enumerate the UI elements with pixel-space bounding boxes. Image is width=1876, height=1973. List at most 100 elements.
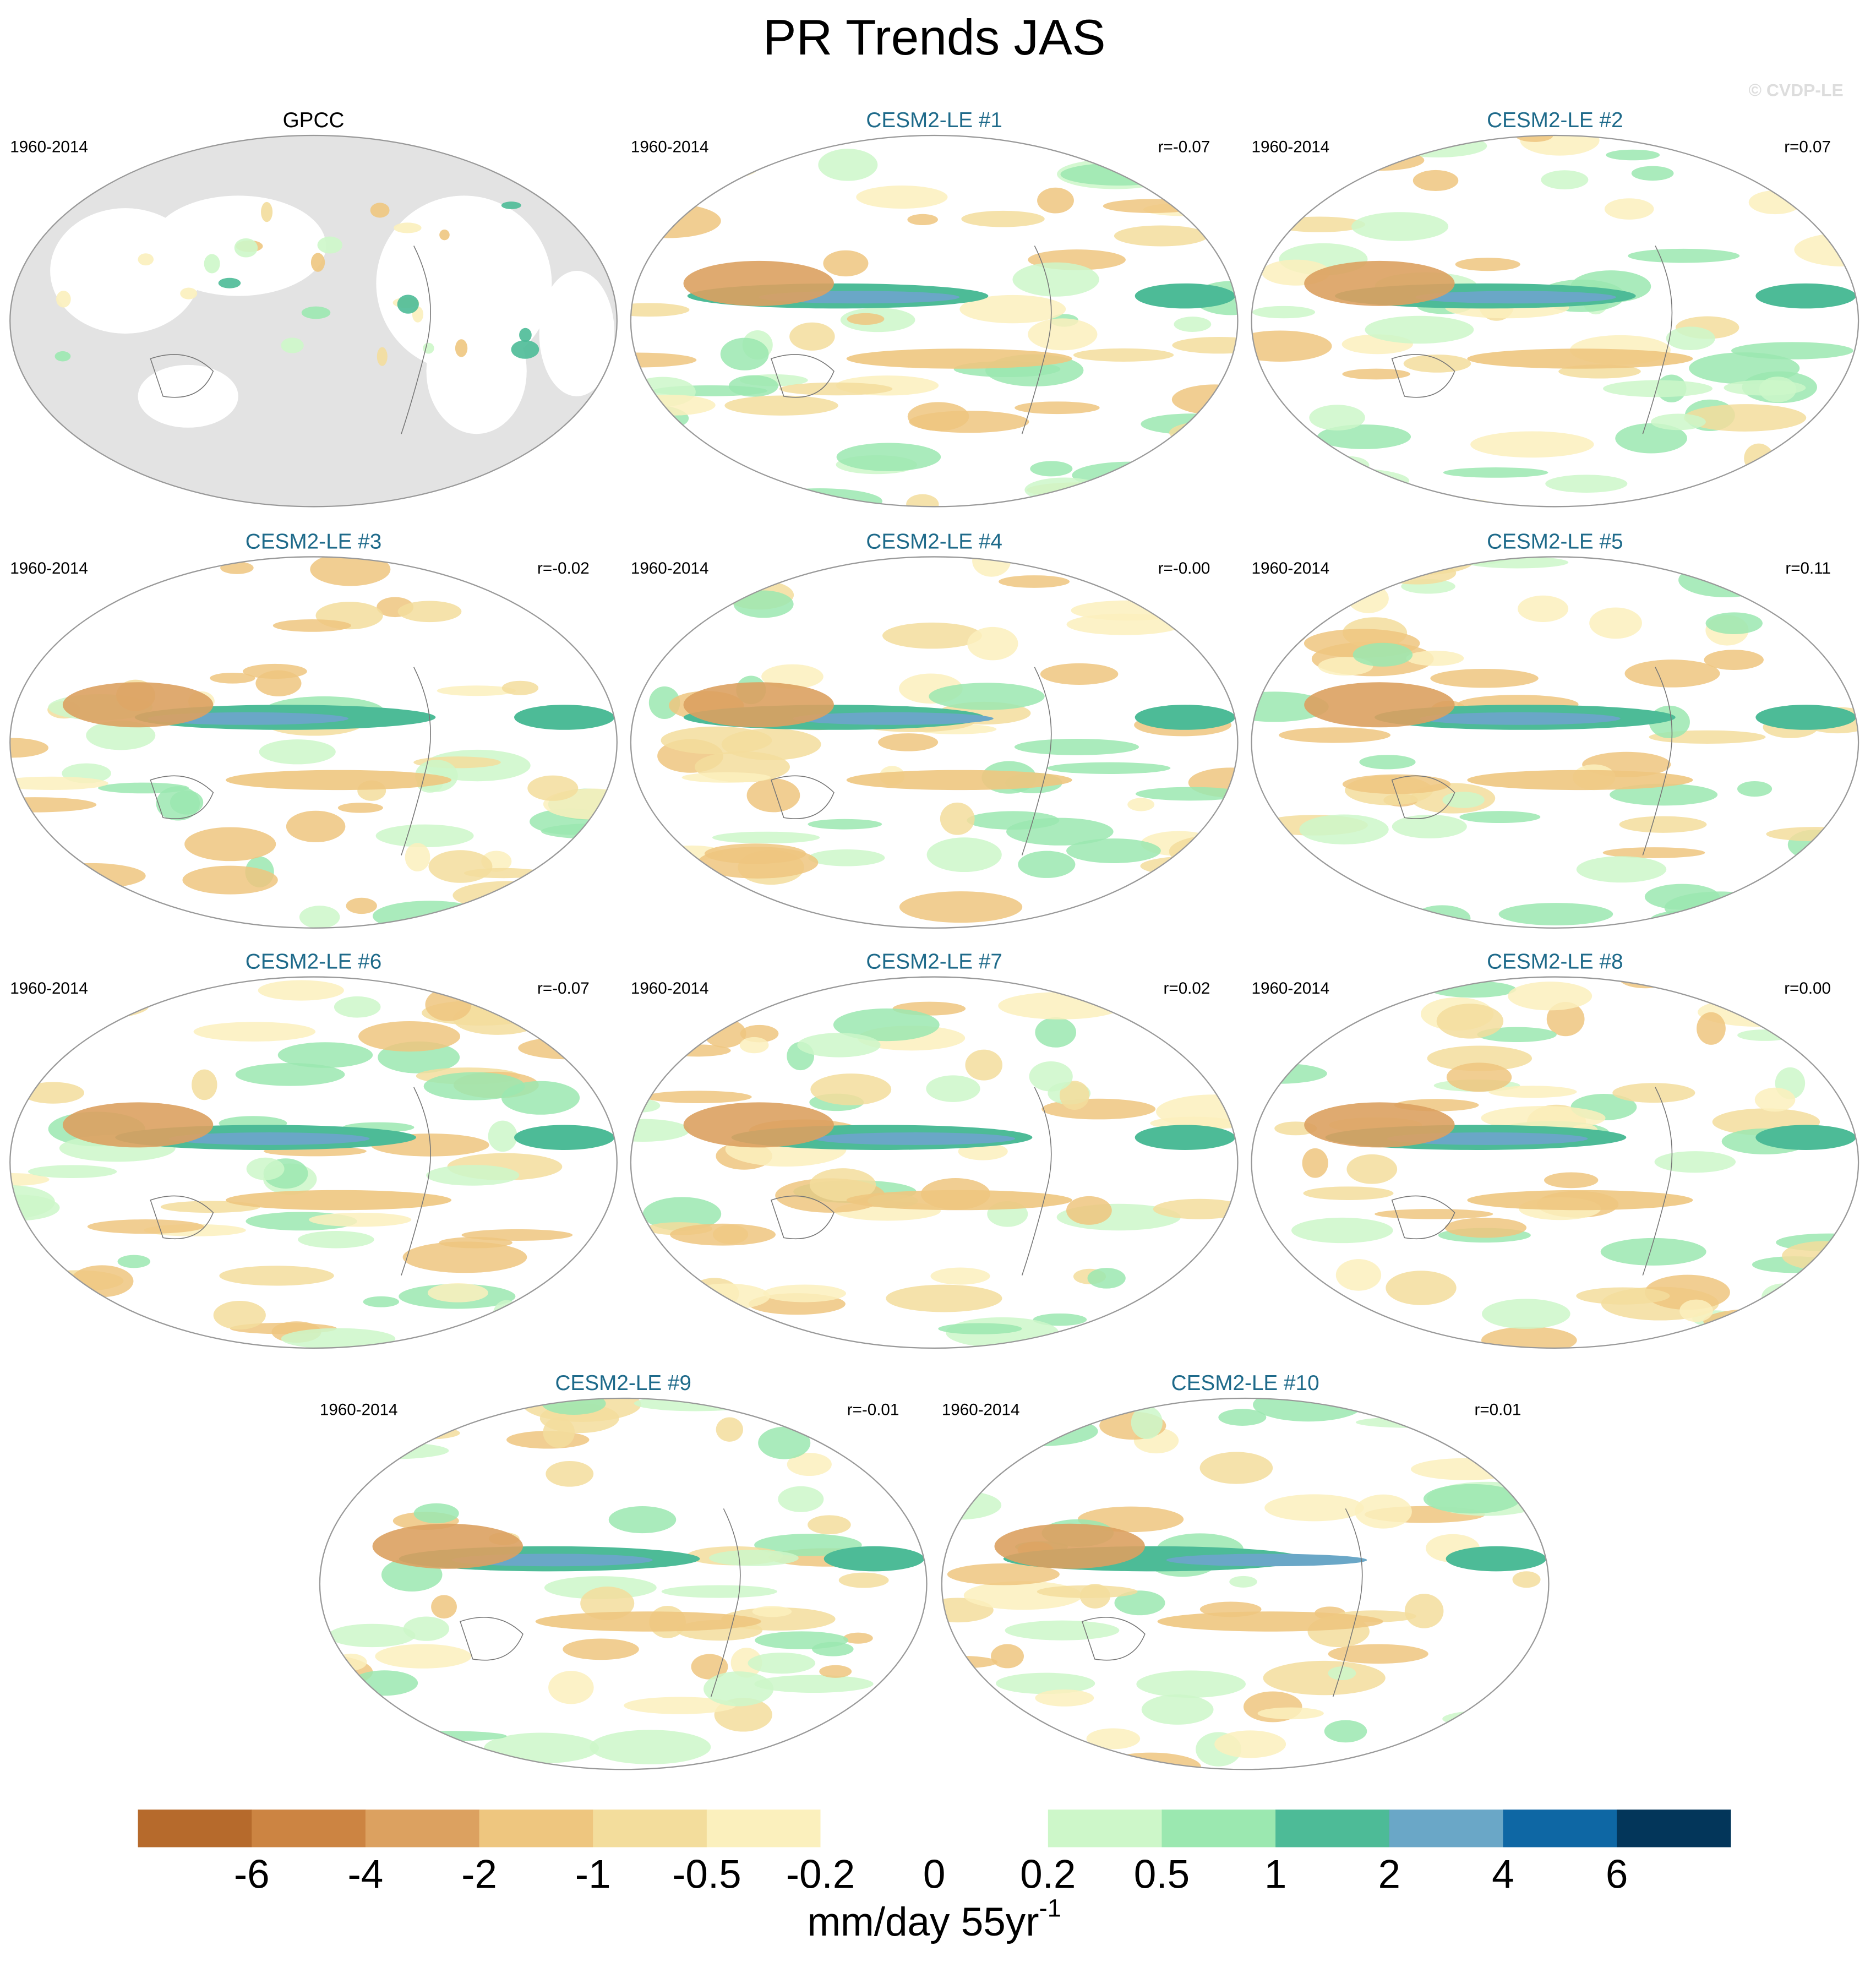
correlation-label: r=-0.00	[1158, 559, 1210, 577]
trend-blob	[493, 1300, 521, 1330]
coastline	[1391, 246, 1673, 434]
trend-band	[846, 1190, 1072, 1211]
trend-blob	[1191, 483, 1222, 496]
trend-blob	[219, 1266, 334, 1286]
correlation-label: r=0.11	[1785, 559, 1831, 577]
trend-blob	[1793, 1291, 1859, 1325]
trend-field	[319, 1398, 927, 1764]
trend-blob	[941, 1726, 988, 1758]
trend-blob	[941, 1655, 998, 1669]
trend-blob	[761, 664, 824, 689]
trend-blob	[1229, 1576, 1257, 1588]
trend-blob	[779, 382, 893, 396]
trend-blob	[1644, 1274, 1730, 1310]
trend-blob	[624, 1697, 736, 1714]
trend-blob	[1769, 881, 1859, 900]
trend-blob	[1199, 1452, 1273, 1484]
trend-blob	[402, 1241, 527, 1273]
colorbar-box	[820, 1810, 935, 1847]
trend-blob	[382, 1749, 455, 1762]
trend-blob	[778, 1486, 824, 1512]
trend-blob	[823, 250, 869, 277]
trend-blob	[930, 1267, 990, 1285]
trend-blob	[337, 803, 383, 813]
trend-blob	[298, 1231, 374, 1249]
trend-blob	[281, 1328, 396, 1348]
trend-blob	[907, 402, 969, 431]
trend-band	[683, 260, 834, 306]
colorbar-box	[706, 1810, 821, 1847]
trend-blob	[386, 1426, 460, 1440]
trend-blob	[1257, 1707, 1324, 1720]
panel-title: CESM2-LE #3	[246, 530, 381, 554]
trend-blob	[258, 980, 344, 1001]
panel-title: CESM2-LE #4	[866, 530, 1002, 554]
trend-blob	[1830, 633, 1857, 645]
colorbar-tick-label: 0.2	[1020, 1852, 1076, 1896]
trend-blob	[1086, 1728, 1141, 1749]
trend-blob	[358, 1021, 461, 1052]
period-label: 1960-2014	[10, 559, 88, 577]
trend-blob	[1649, 911, 1713, 928]
trend-blob	[299, 906, 340, 928]
trend-blob	[1214, 1730, 1286, 1758]
trend-blob	[1114, 225, 1208, 247]
colorbar-tick-label: 1	[1264, 1852, 1287, 1896]
trend-blob	[27, 576, 95, 610]
map-border	[9, 556, 618, 929]
coastline	[771, 1087, 1052, 1276]
colorbar-box	[1275, 1810, 1390, 1847]
trend-blob	[277, 1042, 373, 1068]
trend-blob	[246, 1157, 285, 1180]
trend-blob	[661, 1585, 777, 1598]
map-panel: CESM2-LE #9 1960-2014 r=-0.01	[319, 1371, 928, 1770]
trend-blob	[940, 802, 975, 835]
trend-blob	[684, 1283, 770, 1310]
map-panel: CESM2-LE #7 1960-2014 r=0.02	[630, 950, 1239, 1349]
trend-blob	[1072, 461, 1188, 489]
map-panel: CESM2-LE #3 1960-2014 r=-0.02	[9, 530, 618, 929]
trend-blob	[328, 1623, 416, 1648]
panel-title: CESM2-LE #2	[1487, 108, 1623, 132]
colorbar-box	[138, 1810, 252, 1847]
trend-blob	[1317, 424, 1411, 449]
trend-blob	[428, 850, 493, 883]
trend-blob	[1602, 847, 1705, 858]
trend-blob	[1446, 1062, 1512, 1092]
trend-blob	[117, 1255, 151, 1268]
trend-blob	[1291, 1217, 1393, 1244]
trend-blob	[1600, 1238, 1706, 1266]
trend-blob	[1172, 337, 1238, 354]
map-panel: CESM2-LE #5 1960-2014 r=0.11	[1251, 530, 1859, 929]
trend-blob	[1251, 619, 1307, 650]
trend-blob	[1406, 650, 1464, 666]
colorbar-tick-label: -0.5	[672, 1852, 741, 1896]
colorbar-box	[1048, 1810, 1163, 1847]
trend-blob	[87, 1219, 204, 1234]
trend-band	[846, 770, 1072, 791]
trend-band	[1467, 348, 1693, 369]
trend-blob	[1624, 660, 1720, 688]
trend-blob	[1589, 607, 1642, 639]
trend-blob	[1408, 1334, 1456, 1348]
trend-blob	[1666, 326, 1715, 350]
trend-blob	[193, 1022, 316, 1042]
trend-blob	[10, 881, 47, 907]
colorbar-tick-label: 0.5	[1134, 1852, 1190, 1896]
trend-blob	[370, 203, 390, 218]
trend-blob	[1040, 663, 1119, 685]
coastline	[150, 246, 431, 434]
trend-blob	[1704, 650, 1764, 670]
trend-blob	[335, 1653, 367, 1671]
trend-band	[1755, 1125, 1856, 1150]
trend-blob	[286, 810, 346, 842]
trend-blob	[255, 670, 302, 696]
trend-blob	[281, 337, 304, 353]
period-label: 1960-2014	[631, 979, 709, 998]
trend-blob	[1006, 817, 1114, 846]
trend-blob	[36, 863, 146, 889]
trend-blob	[1141, 450, 1238, 467]
trend-blob	[991, 1644, 1024, 1669]
trend-blob	[941, 1637, 957, 1649]
map-border	[9, 134, 618, 508]
